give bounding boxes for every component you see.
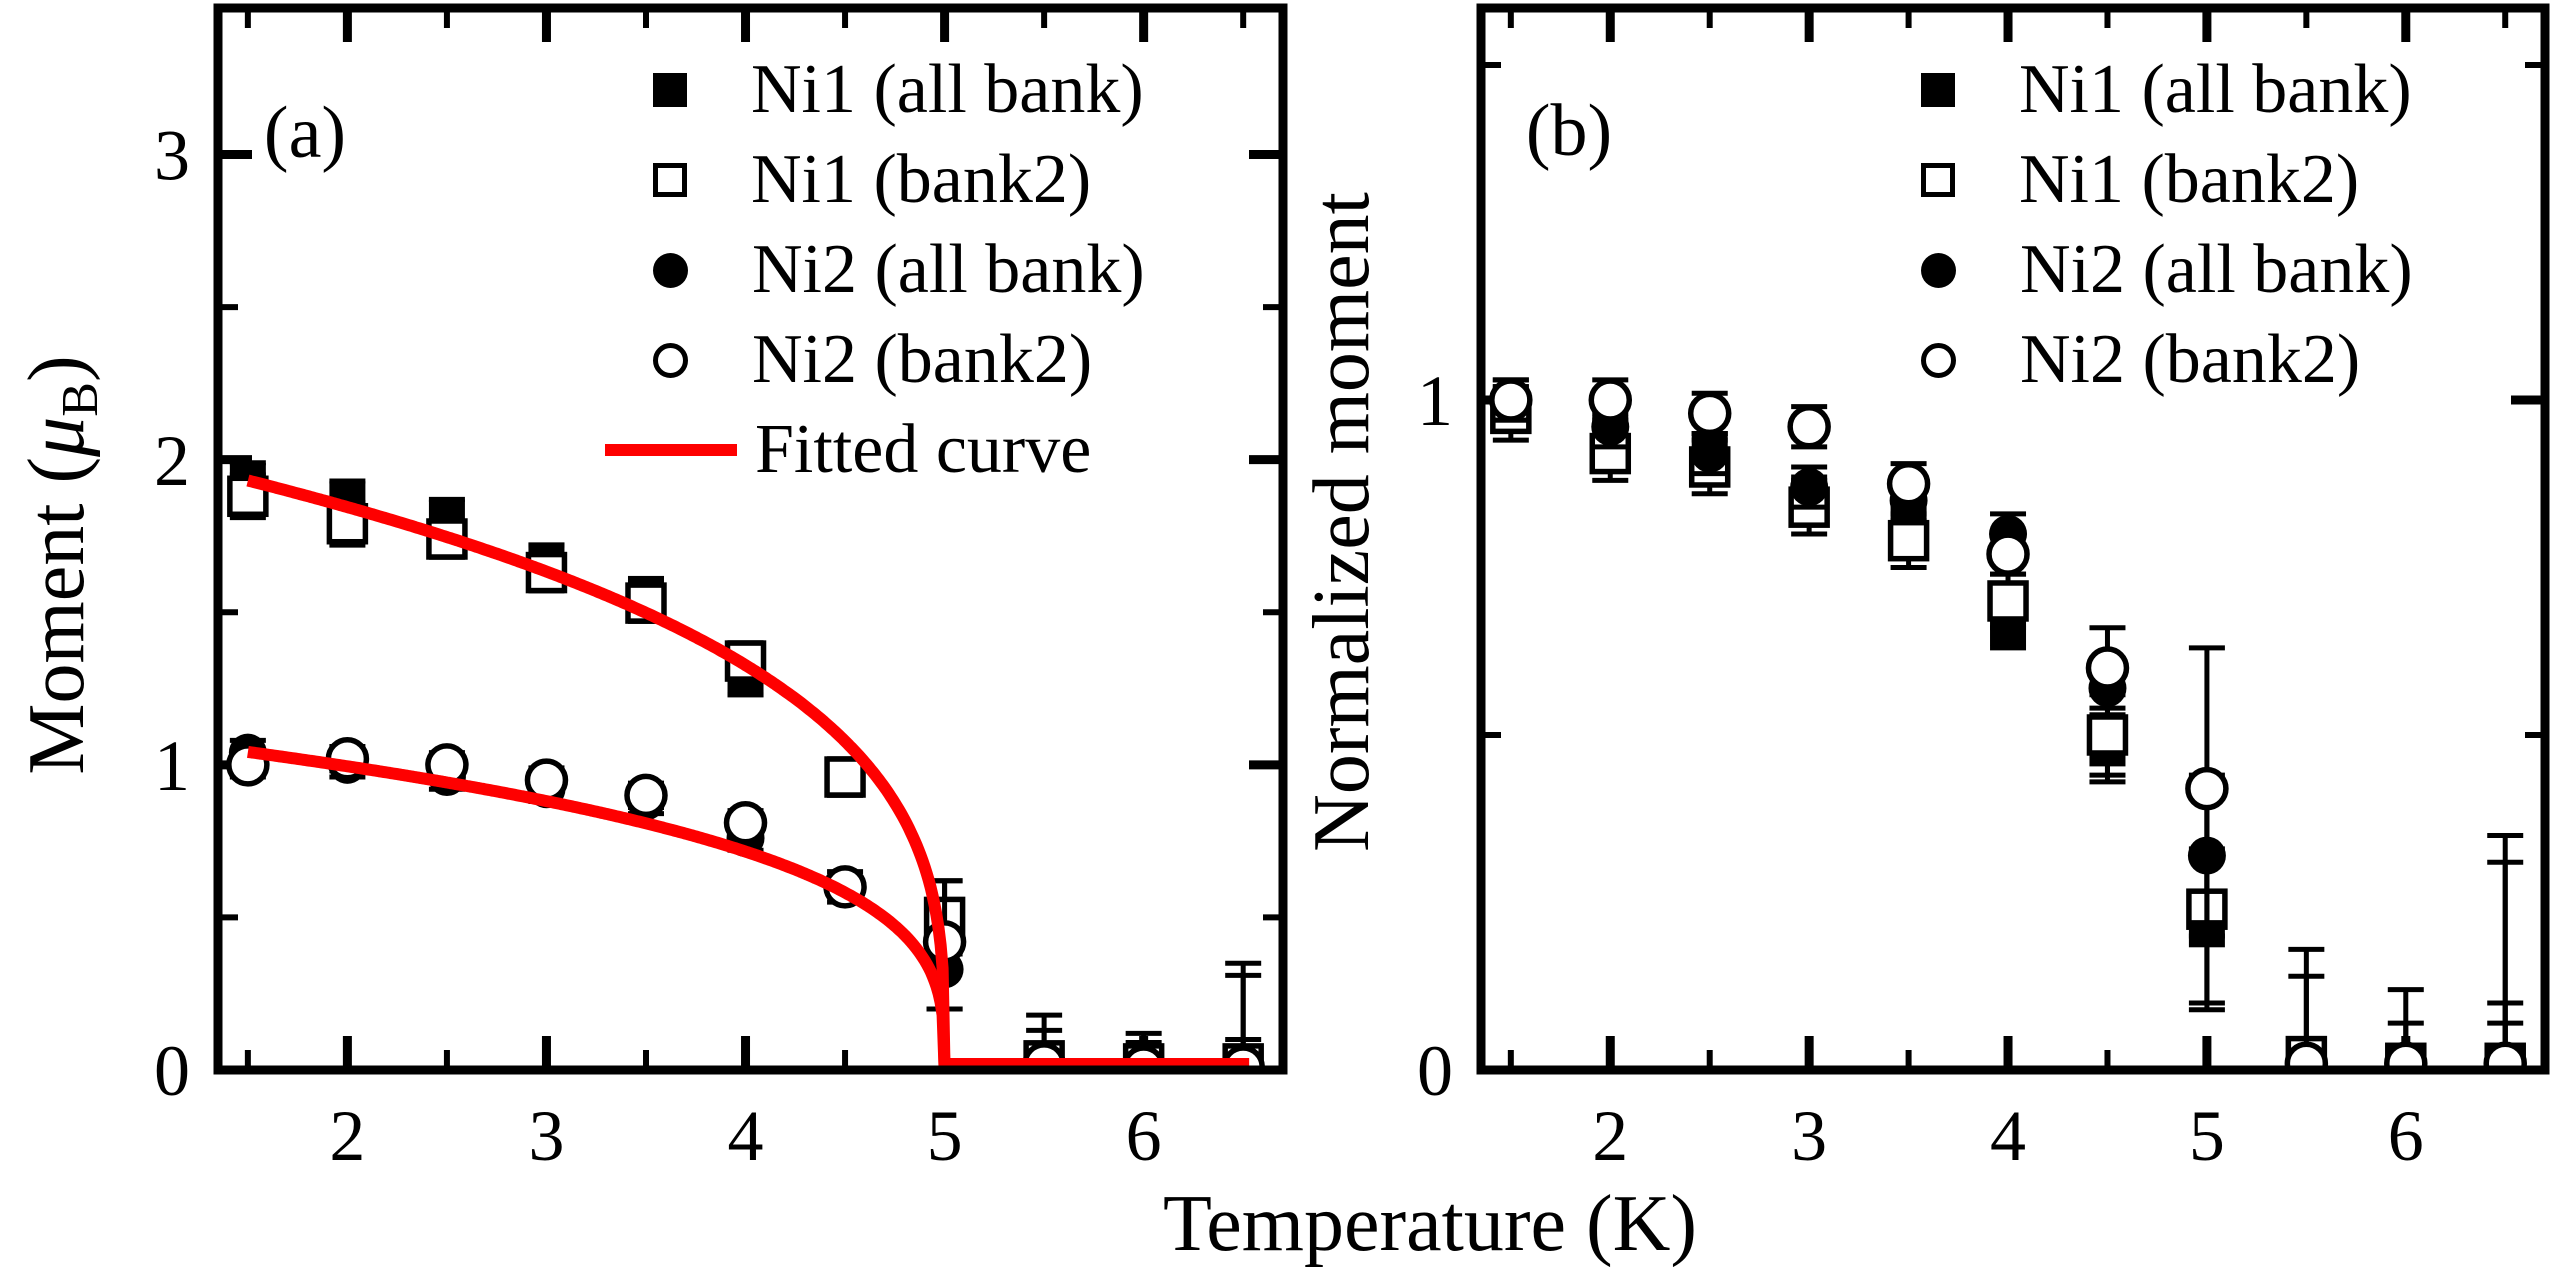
data-layer [226,460,1265,1066]
x-tick-label: 5 [2189,1096,2225,1176]
data-point-filled-circle [1790,468,1829,507]
series-ni1-bank2- [1490,384,2526,1066]
data-point-open-circle [1886,461,1931,506]
y-tick-label: 2 [154,421,190,501]
legend-item-fitted-curve: Fitted curve [605,405,1145,495]
panel-b: 2 3 4 5 6 0 1 [1417,3,2550,1176]
red-line-icon [605,444,737,456]
y-tick-label: 3 [154,116,190,196]
x-tick-label: 4 [728,1096,764,1176]
legend-panel-a: Ni1 (all bank) Ni1 (bank2) Ni2 (all bank… [605,45,1145,495]
data-point-open-circle [2384,1041,2428,1066]
open-square-marker-icon [653,163,687,197]
open-circle-marker-icon [653,342,688,378]
legend-item-ni1-all-bank: Ni1 (all bank) [1873,45,2413,135]
y-axis-label-moment-prefix: Moment ( [13,456,101,775]
data-layer [1489,377,2527,1066]
legend-item-ni1-bank2: Ni1 (bank2) [1873,135,2413,225]
legend-label: Ni2 (all bank) [2020,231,2413,308]
y-axis-label-moment: Moment (μB) [13,355,109,774]
mu-symbol: μ [13,416,101,457]
filled-circle-marker-icon [1921,252,1956,288]
open-circle-marker-icon [1921,342,1956,378]
open-square-marker-icon [1921,163,1955,197]
y-axis-label-moment-suffix: ) [13,355,101,383]
series-ni1-bank2- [227,472,1264,1066]
legend-label: Ni2 (all bank) [752,231,1145,308]
data-point-open-circle [2185,766,2229,811]
x-tick-label: 2 [329,1096,365,1176]
filled-square-marker-icon [1921,73,1955,107]
data-point-open-circle [2483,1041,2527,1066]
x-tick-label: 3 [528,1096,564,1176]
x-tick-label: 3 [1791,1096,1827,1176]
data-point-open-circle [2284,1041,2329,1066]
legend-label: Ni2 (bank2) [2020,321,2361,398]
legend-item-ni2-bank2: Ni2 (bank2) [1873,315,2413,405]
filled-square-marker-icon [653,73,687,107]
data-point-open-circle [1489,378,1533,422]
x-tick-label: 6 [2388,1096,2424,1176]
data-point-filled-circle [1690,434,1729,473]
panel-b-tag: (b) [1525,90,1613,172]
legend-label: Ni1 (all bank) [2019,51,2412,128]
data-point-open-square [824,756,866,798]
series-ni2-all-bank- [1491,377,2525,1066]
y-tick-label: 0 [1417,1031,1453,1111]
legend-label: Ni1 (all bank) [751,51,1144,128]
y-tick-label: 1 [1417,361,1453,441]
data-point-open-circle [723,801,768,845]
legend-label: Ni2 (bank2) [752,321,1093,398]
fitted-curve [243,745,951,1066]
data-point-open-circle [1687,391,1732,436]
x-tick-label: 4 [1990,1096,2026,1176]
fitted-curve [243,474,951,1066]
panel-a-tag: (a) [263,92,347,174]
data-point-open-square [1887,519,1930,562]
data-point-open-circle [624,773,668,818]
x-tick-label: 6 [1126,1096,1162,1176]
panel-frame [1476,3,2550,1075]
legend-label: Fitted curve [755,411,1092,488]
series-ni2-bank2- [226,736,1265,1066]
x-tick-label: 2 [1592,1096,1628,1176]
mu-subscript-B: B [52,382,109,417]
data-point-open-circle [1986,532,2030,576]
legend-label: Ni1 (bank2) [2019,141,2360,218]
y-axis-label-normalized: Normalized moment [1298,192,1386,852]
legend-label: Ni1 (bank2) [751,141,1092,218]
filled-circle-marker-icon [653,252,688,288]
legend-item-ni2-all-bank: Ni2 (all bank) [1873,225,2413,315]
data-point-open-square [1987,580,2029,622]
data-point-open-circle [1787,405,1831,449]
panel-frame [213,3,1288,1075]
data-point-open-circle [1588,378,1633,422]
legend-item-ni1-all-bank: Ni1 (all bank) [605,45,1145,135]
y-tick-label: 0 [154,1031,190,1111]
legend-item-ni1-bank2: Ni1 (bank2) [605,135,1145,225]
series-ni1-all-bank- [1492,384,2524,1066]
data-point-open-square [2086,714,2129,756]
x-tick-label: 5 [927,1096,963,1176]
legend-panel-b: Ni1 (all bank) Ni1 (bank2) Ni2 (all bank… [1873,45,2413,405]
y-tick-label: 1 [154,726,190,806]
panel-a: 2 3 4 5 6 0 1 2 3 [154,3,1288,1176]
data-point-open-circle [2085,646,2130,690]
series-ni2-bank2- [1489,377,2527,1066]
legend-item-ni2-bank2: Ni2 (bank2) [605,315,1145,405]
legend-item-ni2-all-bank: Ni2 (all bank) [605,225,1145,315]
x-axis-label: Temperature (K) [1162,1180,1698,1268]
